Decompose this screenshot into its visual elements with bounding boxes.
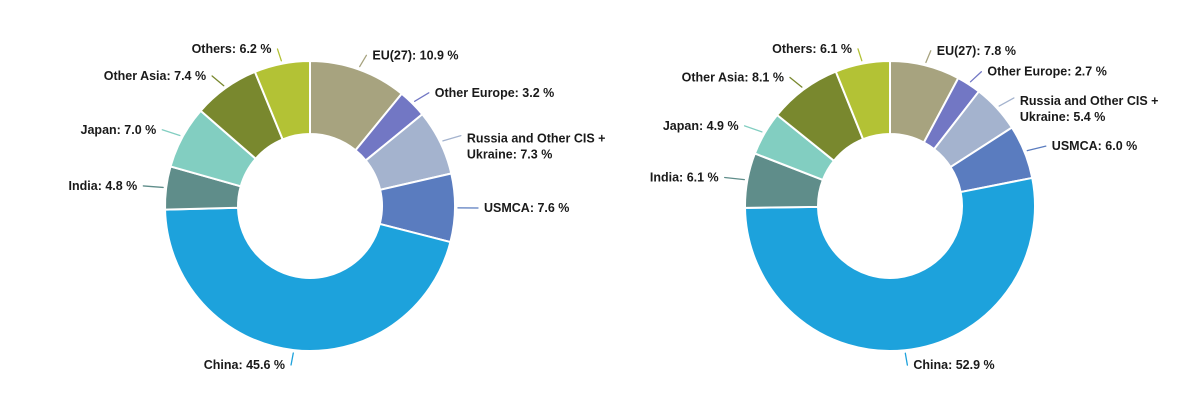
slice-connector-eu-27 <box>925 50 932 64</box>
slice-connector-russia-and-other-cis-ukraine <box>442 134 462 142</box>
slice-connector-other-asia <box>789 76 803 88</box>
donut-slice-others[interactable] <box>834 60 891 141</box>
slice-label-russia-and-other-cis-ukraine: Russia and Other CIS + Ukraine: 5.4 % <box>1020 94 1159 124</box>
donut-slice-china[interactable] <box>164 206 452 352</box>
slice-label-japan: Japan: 7.0 % <box>81 123 157 137</box>
slice-connector-japan <box>743 125 763 133</box>
slice-label-eu-27: EU(27): 7.8 % <box>937 44 1016 58</box>
slice-label-usmca: USMCA: 7.6 % <box>484 201 569 215</box>
slice-connector-china <box>904 352 909 366</box>
slice-label-others: Others: 6.2 % <box>192 42 272 56</box>
slice-connector-others <box>276 48 283 62</box>
donut-chart-right: EU(27): 7.8 % Other Europe: 2.7 % Russia a… <box>650 42 1159 372</box>
slice-label-india: India: 4.8 % <box>69 179 138 193</box>
slice-label-russia-and-other-cis-ukraine: Russia and Other CIS + Ukraine: 7.3 % <box>467 132 606 162</box>
slice-label-other-europe: Other Europe: 3.2 % <box>435 86 554 100</box>
slice-label-other-asia: Other Asia: 8.1 % <box>682 70 784 84</box>
slice-connector-eu-27 <box>359 54 368 68</box>
slice-label-china: China: 45.6 % <box>204 358 285 372</box>
slice-label-usmca: USMCA: 6.0 % <box>1052 139 1137 153</box>
slice-label-china: China: 52.9 % <box>913 358 994 372</box>
slice-connector-russia-and-other-cis-ukraine <box>998 97 1015 107</box>
slice-connector-other-europe <box>969 71 983 83</box>
slice-connector-other-europe <box>414 92 430 102</box>
slice-label-other-europe: Other Europe: 2.7 % <box>987 65 1106 79</box>
slice-connector-china <box>290 352 294 366</box>
donut-slice-others[interactable] <box>253 60 311 141</box>
slice-label-eu-27: EU(27): 10.9 % <box>372 48 458 62</box>
slice-connector-others <box>857 48 863 62</box>
slice-label-others: Others: 6.1 % <box>772 42 852 56</box>
donut-chart-left: EU(27): 10.9 % Other Europe: 3.2 % Russia … <box>69 42 606 372</box>
slice-connector-other-asia <box>211 75 225 87</box>
slice-label-other-asia: Other Asia: 7.4 % <box>104 69 206 83</box>
slice-label-japan: Japan: 4.9 % <box>663 119 739 133</box>
donut-slice-china[interactable] <box>744 176 1036 352</box>
slice-label-india: India: 6.1 % <box>650 171 719 185</box>
slice-connector-usmca <box>1026 145 1047 152</box>
slice-connector-india <box>724 176 746 181</box>
slice-connector-india <box>142 185 164 189</box>
slice-connector-japan <box>161 129 181 137</box>
